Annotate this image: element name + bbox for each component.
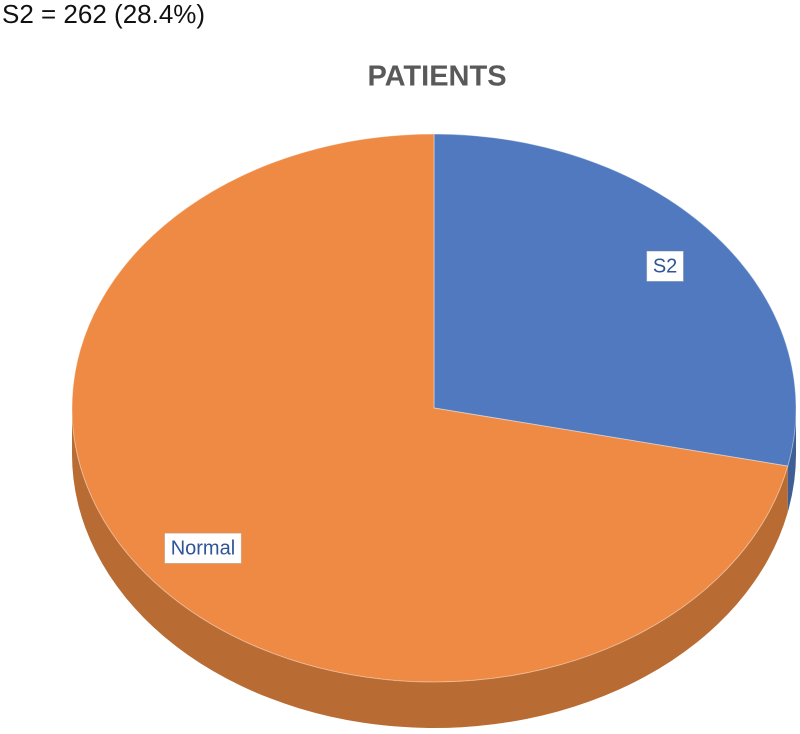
slice-side-shade [787, 408, 796, 513]
slice [71, 133, 789, 683]
slice-side [787, 408, 796, 513]
label-box [646, 251, 684, 282]
slice-side-shade [72, 408, 788, 728]
slice-side [72, 408, 788, 728]
slice-label: S2 [653, 255, 677, 277]
slice [433, 133, 797, 467]
slice-label: Normal [171, 537, 235, 559]
annotation: S2 = 262 (28.4%) [2, 0, 205, 29]
chart-title: PATIENTS [367, 61, 506, 93]
label-box [164, 533, 242, 564]
